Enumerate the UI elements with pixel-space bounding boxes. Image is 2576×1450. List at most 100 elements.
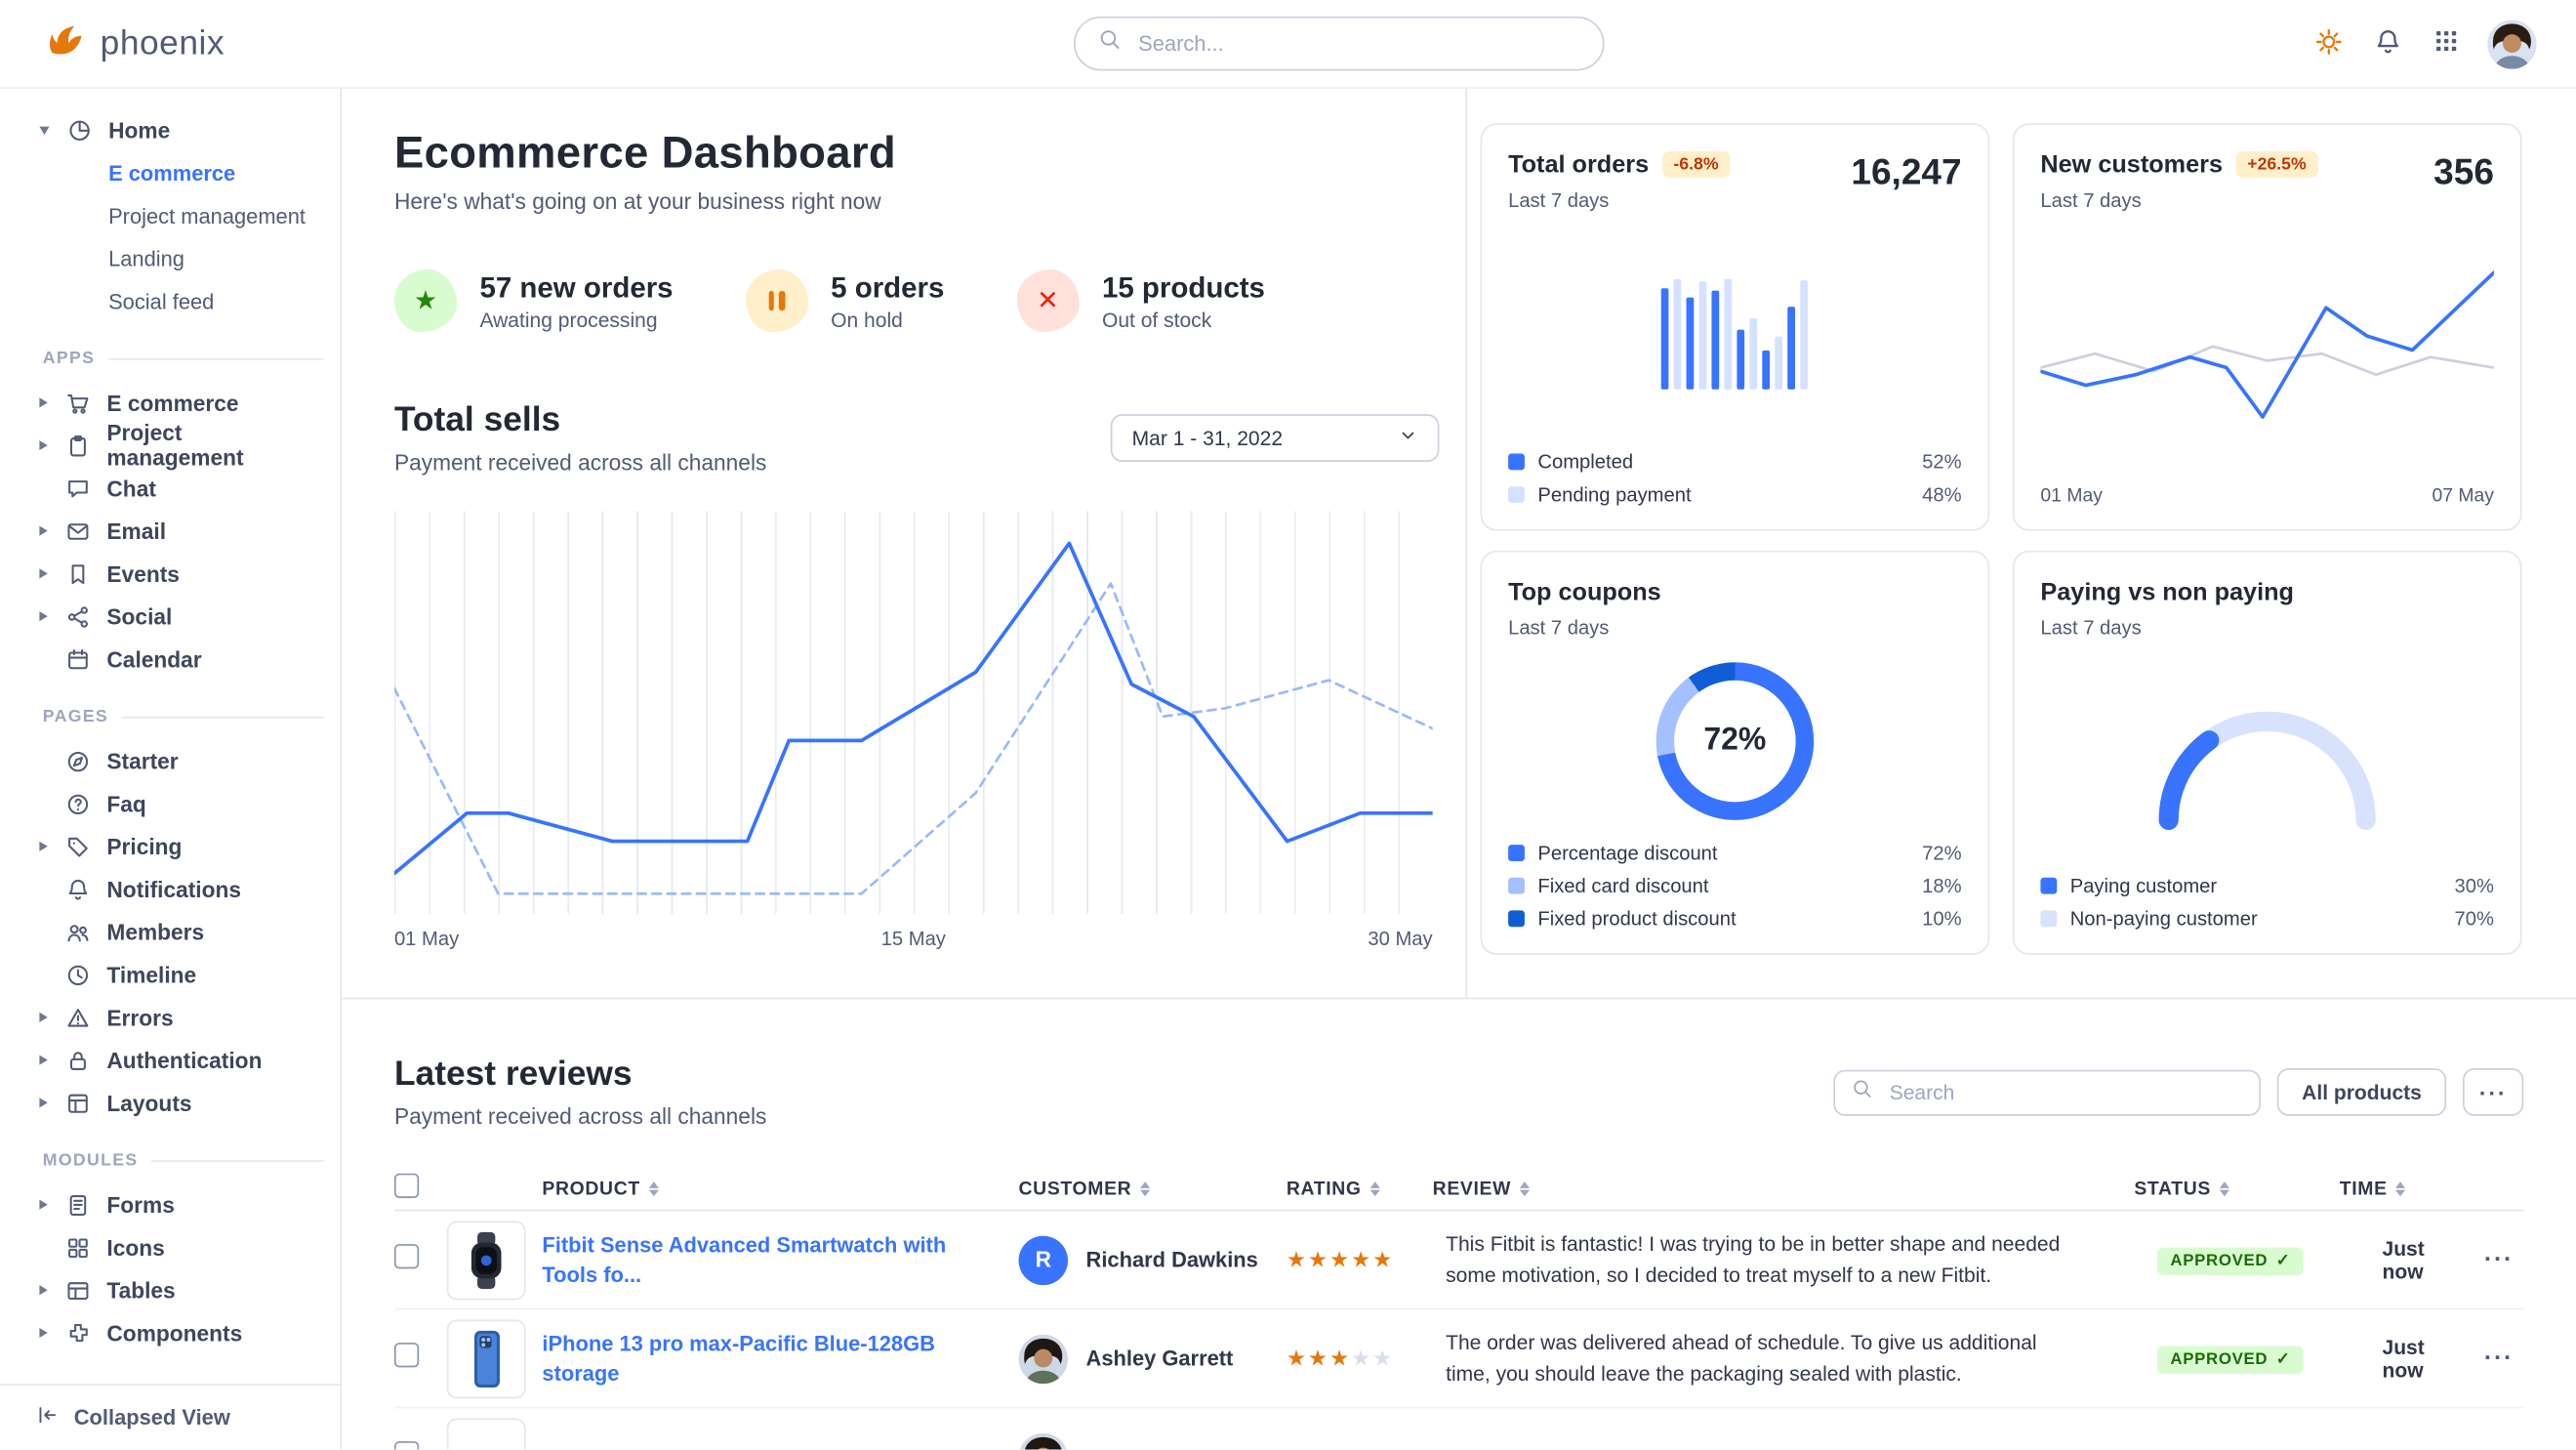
stat-text: 5 orders On hold: [831, 270, 944, 331]
dashboard-section: Ecommerce Dashboard Here's what's going …: [342, 88, 2576, 1000]
sort-icon[interactable]: [2219, 1181, 2229, 1197]
star-icon: ★: [1351, 1246, 1373, 1271]
sidebar-item-label: Pricing: [106, 834, 183, 859]
caret-right-icon: [39, 611, 48, 622]
sidebar-item-layouts[interactable]: Layouts: [39, 1081, 323, 1124]
legend-item-fixed-card-discount: Fixed card discount 18%: [1508, 874, 1962, 897]
collapsed-view-toggle[interactable]: Collapsed View: [0, 1384, 341, 1449]
warning-icon: [64, 1005, 91, 1029]
legend-label: Non-paying customer: [2069, 907, 2258, 931]
user-avatar[interactable]: [2487, 19, 2537, 68]
product-link[interactable]: Fitbit Sense Advanced Smartwatch with To…: [542, 1232, 947, 1287]
date-range-value: Mar 1 - 31, 2022: [1131, 426, 1284, 450]
series-solid-line: [393, 541, 1433, 876]
sidebar-subitem-project-management[interactable]: Project management: [108, 202, 306, 228]
apps-grid-button[interactable]: [2430, 24, 2463, 62]
customer-avatar[interactable]: [1019, 1431, 1068, 1450]
select-all-checkbox[interactable]: [393, 1172, 420, 1198]
sidebar-item-components[interactable]: Components: [39, 1311, 323, 1354]
card-header: Paying vs non paying Last 7 days: [2040, 578, 2494, 639]
column-header-status[interactable]: STATUS: [2134, 1180, 2339, 1199]
column-header-time[interactable]: TIME: [2340, 1180, 2468, 1199]
caret-right-icon: [39, 1199, 48, 1210]
sidebar-item-social[interactable]: Social: [39, 595, 323, 638]
sort-icon[interactable]: [2395, 1181, 2406, 1197]
sidebar-subitem-landing[interactable]: Landing: [108, 245, 184, 270]
row-menu-button[interactable]: ···: [2483, 1244, 2515, 1273]
brand-logo[interactable]: phoenix: [46, 19, 225, 69]
row-checkbox[interactable]: [393, 1243, 420, 1268]
reviews-header: Latest reviews Payment received across a…: [394, 1056, 2524, 1129]
sidebar-item-timeline[interactable]: Timeline: [39, 953, 323, 996]
sidebar-subitem-e-commerce[interactable]: E commerce: [108, 160, 236, 186]
sidebar-item-e-commerce[interactable]: E commerce: [39, 381, 323, 424]
sidebar-item-events[interactable]: Events: [39, 553, 323, 596]
theme-toggle-button[interactable]: [2311, 23, 2347, 63]
sidebar-item-errors[interactable]: Errors: [39, 996, 323, 1039]
customer-name[interactable]: Richard Dawkins: [1085, 1247, 1258, 1272]
product-image-smartwatch[interactable]: [446, 1220, 526, 1300]
status-cell: APPROVED ✓: [2134, 1244, 2339, 1276]
sort-icon[interactable]: [648, 1181, 659, 1197]
product-image-iphone[interactable]: [446, 1318, 526, 1398]
topbar: phoenix: [0, 0, 2576, 89]
sidebar-item-tables[interactable]: Tables: [39, 1268, 323, 1311]
sidebar-item-pricing[interactable]: Pricing: [39, 825, 323, 868]
customer-avatar[interactable]: [1018, 1333, 1069, 1384]
status-cell: APPROVED ✓: [2134, 1343, 2339, 1375]
reviews-search-input[interactable]: [1886, 1078, 2243, 1105]
column-header-product[interactable]: PRODUCT: [542, 1180, 1018, 1199]
legend-swatch: [1508, 845, 1525, 861]
sidebar-item-project-management[interactable]: Project management: [39, 421, 323, 470]
sidebar-item-chat[interactable]: Chat: [39, 467, 323, 510]
sort-icon[interactable]: [1139, 1181, 1150, 1197]
sidebar-subitem-social-feed[interactable]: Social feed: [108, 288, 215, 313]
card-total-orders: Total orders -6.8% Last 7 days 16,247 Com…: [1480, 123, 1990, 531]
sidebar-item-faq[interactable]: Faq: [39, 782, 323, 825]
sidebar-item-email[interactable]: Email: [39, 510, 323, 553]
navbar-search-input[interactable]: [1134, 29, 1580, 58]
bookmark-icon: [64, 561, 91, 586]
sidebar-item-starter[interactable]: Starter: [39, 739, 323, 782]
row-checkbox[interactable]: [393, 1342, 420, 1367]
sidebar-item-members[interactable]: Members: [39, 910, 323, 953]
legend-value: 52%: [1922, 450, 1962, 474]
apps-grid-icon: [2433, 28, 2460, 60]
sidebar-item-calendar[interactable]: Calendar: [39, 638, 323, 681]
sidebar-nav: Home E commerce Project management Landing S…: [0, 108, 340, 1384]
reviews-controls: All products ···: [1833, 1068, 2524, 1116]
all-products-button[interactable]: All products: [2276, 1068, 2447, 1116]
customer-cell: R Richard Dawkins: [1018, 1234, 1287, 1285]
legend-swatch: [2040, 910, 2058, 928]
cart-icon: [64, 391, 91, 415]
sidebar-item-label: E commerce: [106, 390, 239, 415]
sidebar-item-home[interactable]: Home: [39, 108, 323, 151]
column-header-review[interactable]: REVIEW: [1433, 1180, 2135, 1199]
sidebar-item-icons[interactable]: Icons: [39, 1226, 323, 1269]
notifications-button[interactable]: [2370, 23, 2406, 63]
column-header-rating[interactable]: RATING: [1287, 1180, 1433, 1199]
date-range-select[interactable]: Mar 1 - 31, 2022: [1110, 414, 1440, 462]
product-link[interactable]: iPhone 13 pro max-Pacific Blue-128GB sto…: [542, 1331, 935, 1386]
top-coupons-legend: Percentage discount 72% Fixed card discoun…: [1508, 842, 1962, 931]
stat-5-orders: 5 orders On hold: [745, 269, 944, 332]
customer-name[interactable]: Ashley Garrett: [1085, 1346, 1234, 1371]
column-label: STATUS: [2134, 1179, 2211, 1199]
latest-reviews-section: Latest reviews Payment received across a…: [342, 999, 2576, 1450]
sidebar-item-forms[interactable]: Forms: [39, 1183, 323, 1226]
sidebar-item-notifications[interactable]: Notifications: [39, 868, 323, 911]
card-title: Total orders: [1508, 150, 1650, 180]
sidebar-item-authentication[interactable]: Authentication: [39, 1039, 323, 1082]
reviews-search[interactable]: [1833, 1068, 2262, 1115]
sort-icon[interactable]: [1370, 1181, 1380, 1197]
sidebar-item-label: Faq: [106, 791, 146, 816]
row-checkbox-cell: [393, 1440, 447, 1450]
column-header-customer[interactable]: CUSTOMER: [1019, 1180, 1287, 1199]
customer-avatar[interactable]: R: [1018, 1234, 1069, 1285]
navbar-search[interactable]: [1074, 16, 1606, 71]
row-checkbox[interactable]: [393, 1440, 420, 1450]
row-menu-button[interactable]: ···: [2483, 1343, 2515, 1372]
star-icon: ★: [1307, 1345, 1329, 1370]
reviews-more-button[interactable]: ···: [2462, 1068, 2524, 1116]
sort-icon[interactable]: [1519, 1181, 1530, 1197]
